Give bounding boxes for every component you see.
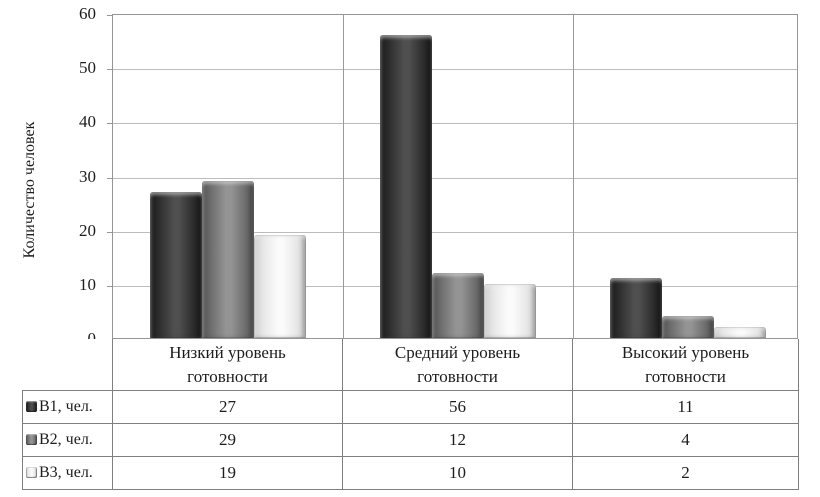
y-axis: 0 10 20 30 40 50 60 xyxy=(0,4,96,348)
bar xyxy=(610,278,662,338)
category-separator xyxy=(573,15,574,338)
table-corner-cell xyxy=(22,339,113,391)
y-tick-mark xyxy=(107,15,113,16)
bar xyxy=(380,35,432,338)
y-tick-mark xyxy=(107,232,113,233)
y-tick-label: 20 xyxy=(79,221,96,240)
value-cell: 29 xyxy=(112,423,343,457)
table-header-row: Низкий уровень готовности Средний уровень… xyxy=(22,339,799,391)
value-cell: 27 xyxy=(112,390,343,424)
y-tick-label: 0 xyxy=(0,329,97,349)
category-label: Высокий уровень готовности xyxy=(621,342,750,386)
value-cell: 2 xyxy=(572,456,799,490)
bar xyxy=(202,181,254,338)
y-tick-label: 50 xyxy=(79,58,96,77)
bar xyxy=(662,316,714,338)
value-cell: 11 xyxy=(572,390,799,424)
legend-key-series-1 xyxy=(26,401,37,412)
value-cell: 10 xyxy=(342,456,573,490)
legend-key-series-3 xyxy=(26,467,37,478)
plot-area xyxy=(107,14,798,340)
y-tick-label: 60 xyxy=(79,4,96,23)
data-table: Низкий уровень готовности Средний уровень… xyxy=(22,339,799,490)
value-cell: 19 xyxy=(112,456,343,490)
y-tick-label: 30 xyxy=(79,167,96,186)
y-tick-label: 40 xyxy=(79,112,96,131)
category-header-cell: Средний уровень готовности xyxy=(342,339,573,391)
category-label: Средний уровень готовности xyxy=(394,342,521,386)
series-name: В1, чел. xyxy=(39,398,93,415)
gridline xyxy=(113,123,797,124)
y-tick-label: 10 xyxy=(79,275,96,294)
bar xyxy=(714,327,766,338)
category-header-cell: Высокий уровень готовности xyxy=(572,339,799,391)
bar xyxy=(432,273,484,338)
y-tick-mark xyxy=(107,286,113,287)
bar xyxy=(484,284,536,338)
y-tick-mark xyxy=(107,69,113,70)
gridline xyxy=(113,178,797,179)
bar xyxy=(150,192,202,338)
legend-cell: В2, чел. xyxy=(22,423,113,457)
legend-key-series-2 xyxy=(26,434,37,445)
category-header-cell: Низкий уровень готовности xyxy=(112,339,343,391)
value-cell: 56 xyxy=(342,390,573,424)
y-tick-mark xyxy=(107,178,113,179)
series-name: В2, чел. xyxy=(39,431,93,448)
value-cell: 4 xyxy=(572,423,799,457)
legend-cell: В1, чел. xyxy=(22,390,113,424)
bar xyxy=(254,235,306,338)
category-separator xyxy=(343,15,344,338)
category-label: Низкий уровень готовности xyxy=(169,342,286,386)
table-body: В1, чел. 27 56 11 В2, чел. 29 12 4 В3, чел. 19 10 2 xyxy=(22,390,799,490)
gridline xyxy=(113,69,797,70)
gridline xyxy=(113,232,797,233)
series-name: В3, чел. xyxy=(39,464,93,481)
table-row: В3, чел. 19 10 2 xyxy=(22,456,799,490)
table-row: В1, чел. 27 56 11 xyxy=(22,390,799,424)
y-tick-mark xyxy=(107,123,113,124)
value-cell: 12 xyxy=(342,423,573,457)
table-row: В2, чел. 29 12 4 xyxy=(22,423,799,457)
legend-cell: В3, чел. xyxy=(22,456,113,490)
